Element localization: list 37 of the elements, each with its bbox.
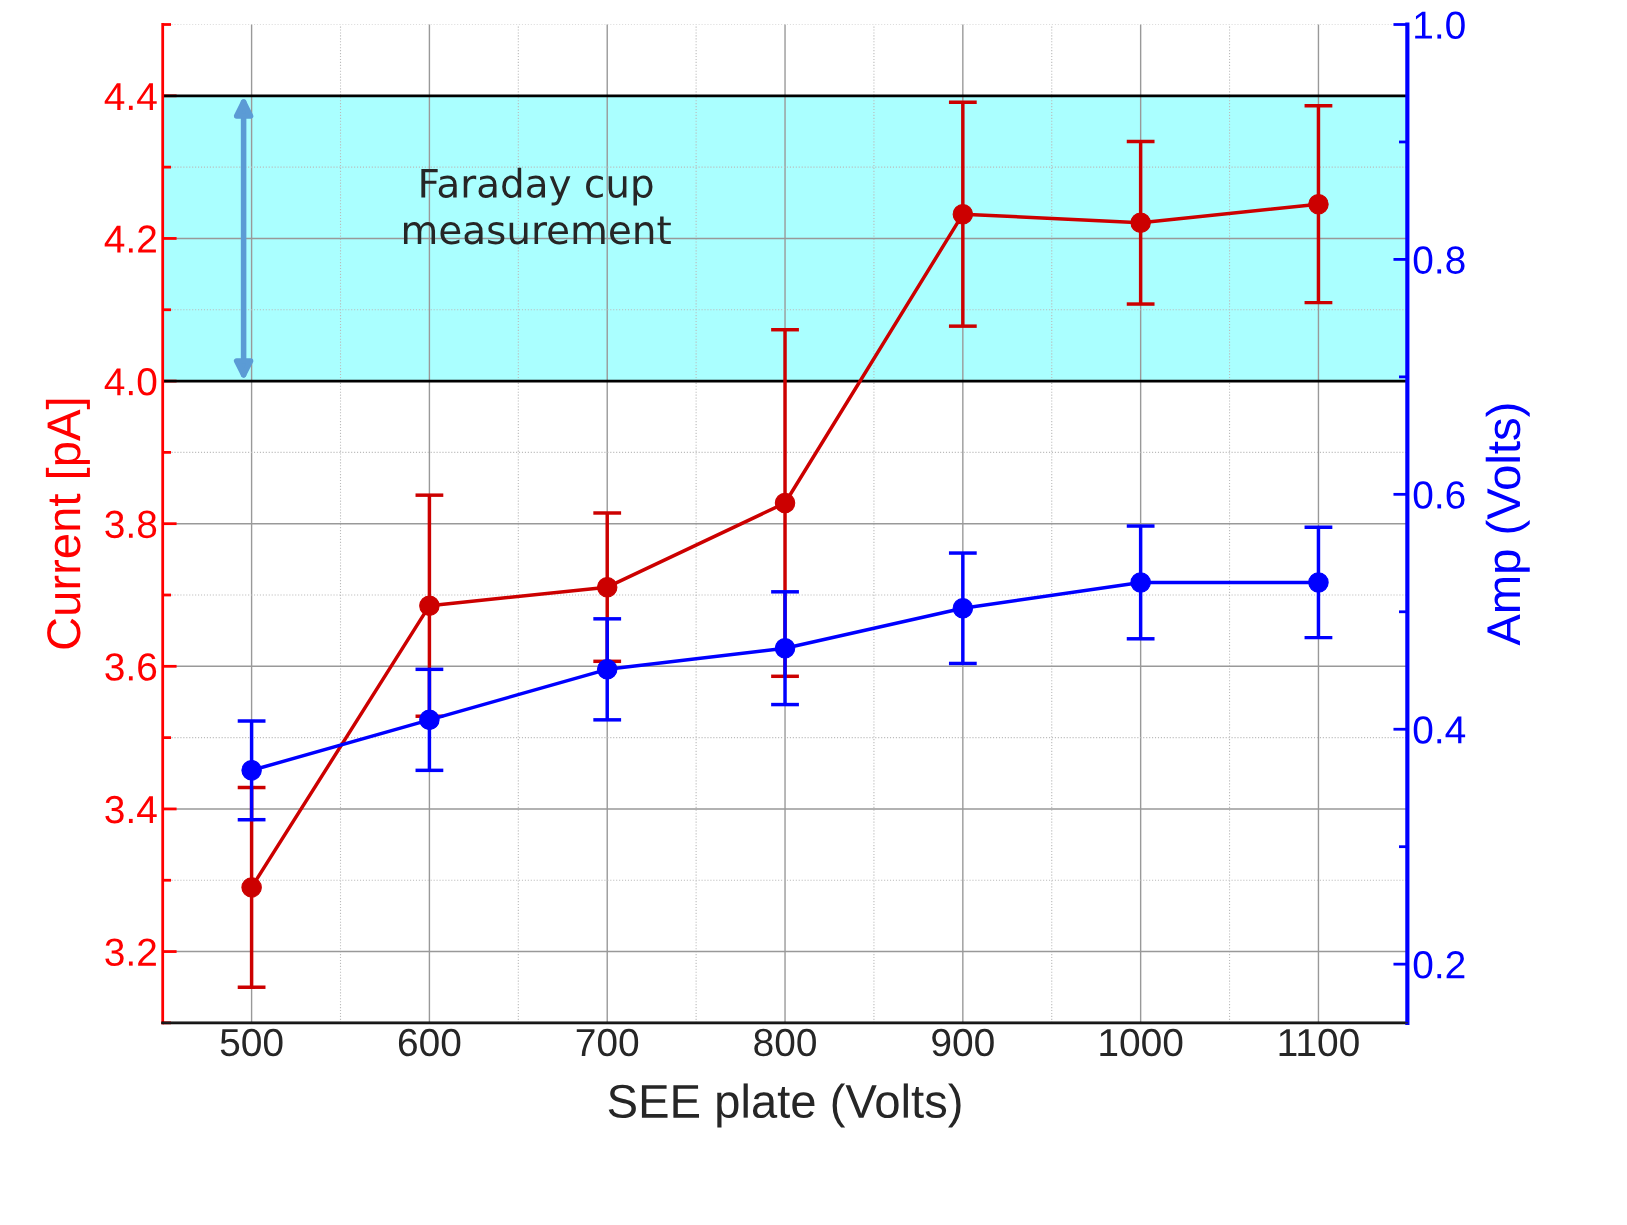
y-tick-label: 3.4 bbox=[105, 795, 157, 824]
x-tick-label: 900 bbox=[932, 1028, 994, 1057]
point bbox=[1308, 572, 1329, 593]
y-tick-label: 3.6 bbox=[105, 653, 157, 681]
point bbox=[1308, 193, 1329, 215]
y-tick-label: 3.2 bbox=[105, 938, 156, 967]
point bbox=[952, 598, 974, 619]
x-tick-label: 800 bbox=[754, 1028, 816, 1057]
point bbox=[774, 492, 796, 514]
x-tick-label: 500 bbox=[220, 1028, 283, 1057]
x-tick-label: 1100 bbox=[1279, 1028, 1359, 1057]
point bbox=[241, 760, 262, 781]
band-label: Faraday cup measurement bbox=[403, 167, 671, 245]
point bbox=[419, 709, 440, 731]
point bbox=[596, 576, 618, 598]
x-tick-label: 1000 bbox=[1100, 1028, 1183, 1057]
y2-axis-title: Amp (Volts) bbox=[1485, 404, 1530, 646]
y-tick-label: 4.2 bbox=[104, 225, 156, 253]
point bbox=[952, 203, 974, 225]
point bbox=[1130, 572, 1151, 593]
point bbox=[241, 877, 262, 898]
y-axis-title: Current [pA] bbox=[45, 399, 90, 649]
x-tick-label: 600 bbox=[398, 1028, 461, 1057]
y-tick-label: 4.4 bbox=[104, 83, 157, 110]
y-tick-label: 4.0 bbox=[104, 368, 157, 396]
x-tick-label: 700 bbox=[576, 1028, 639, 1057]
y2-tick-label: 0.6 bbox=[1413, 481, 1465, 509]
y2-tick-label: 0.4 bbox=[1413, 716, 1466, 744]
y2-tick-label: 1.0 bbox=[1415, 11, 1465, 39]
point bbox=[419, 595, 440, 616]
point bbox=[596, 659, 618, 680]
x-axis-title: SEE plate (Volts) bbox=[608, 1083, 961, 1128]
y2-tick-label: 0.2 bbox=[1413, 951, 1465, 979]
point bbox=[774, 637, 796, 659]
y-tick-label: 3.8 bbox=[105, 510, 157, 539]
point bbox=[1130, 212, 1151, 233]
y2-tick-label: 0.8 bbox=[1413, 246, 1465, 274]
